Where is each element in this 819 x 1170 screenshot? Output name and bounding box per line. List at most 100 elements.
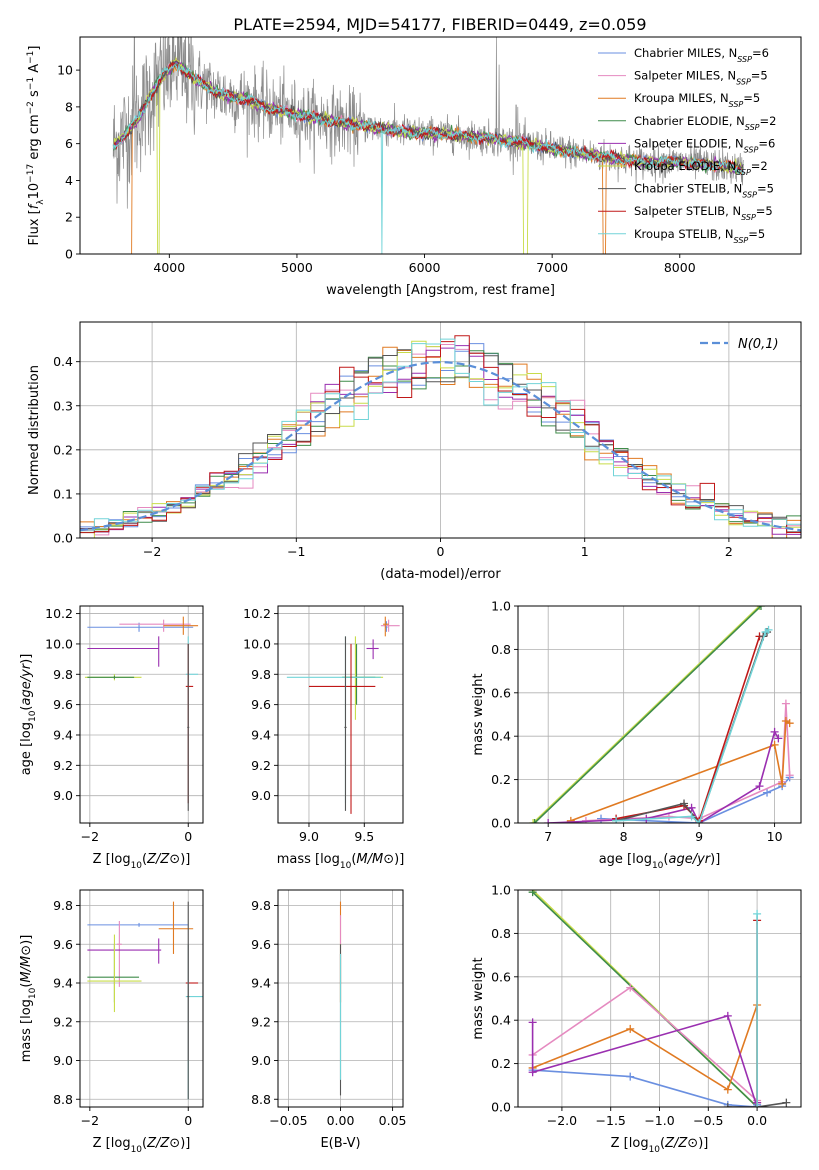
legend-text: =2 — [751, 159, 768, 173]
label-part: )] — [180, 852, 190, 867]
x-axis-label: Z [log10(Z/Z⊙)] — [611, 1136, 709, 1155]
weight-marker-kroupa_miles — [778, 779, 787, 788]
weight-line-kroupa_elodie — [532, 606, 761, 823]
legend-text: Chabrier MILES, N — [634, 46, 737, 60]
x-tick-label: 7000 — [536, 260, 568, 275]
x-tick-label: 1 — [581, 544, 589, 559]
axes-frame — [517, 889, 802, 1108]
label-part: E(B-V) — [320, 1136, 360, 1151]
weight-marker-salpeter_elodie — [687, 803, 696, 812]
y-tick-label: 9.8 — [251, 667, 271, 682]
weight-marker-kroupa_elodie — [529, 819, 538, 823]
label-part: 10 — [28, 710, 38, 722]
legend-text: =5 — [751, 69, 768, 83]
y-tick-label: 9.2 — [251, 1014, 271, 1029]
model-line-kroupa_stelib — [112, 63, 744, 254]
y-tick-label: 0.6 — [491, 685, 511, 700]
axes-frame — [79, 605, 204, 824]
legend-sub: SSP — [744, 145, 759, 154]
label-part: age [log — [599, 852, 652, 867]
x-tick-label: −2 — [81, 1113, 99, 1128]
legend-entry: Kroupa ELODIE, NSSP=2 — [634, 159, 768, 177]
legend-entry: Chabrier ELODIE, NSSP=2 — [634, 114, 776, 132]
weight-marker-kroupa_stelib — [753, 1103, 762, 1107]
weight-line-chabrier_stelib — [727, 1101, 787, 1107]
legend-text: Kroupa ELODIE, N — [634, 159, 736, 173]
label-part: Z/Z⊙ — [146, 852, 180, 867]
x-tick-label: 0 — [184, 1113, 192, 1128]
y-tick-label: 0.2 — [491, 1056, 511, 1071]
x-axis-label: E(B-V) — [320, 1136, 360, 1151]
label-part: 10 — [340, 861, 352, 871]
y-tick-label: 9.8 — [251, 898, 271, 913]
label-part: A — [27, 64, 42, 77]
weight-marker-chabrier_stelib — [723, 1103, 732, 1107]
legend-text: Salpeter ELODIE, N — [634, 136, 744, 150]
x-tick-label: 0 — [184, 829, 192, 844]
weight-marker-kroupa_miles — [566, 816, 575, 823]
weight-line-kroupa_stelib — [616, 629, 769, 823]
y-tick-label: 9.4 — [251, 727, 271, 742]
legend-text: Chabrier STELIB, N — [634, 182, 742, 196]
y-tick-label: 9.2 — [53, 1014, 73, 1029]
x-tick-label: 0.0 — [747, 1113, 767, 1128]
label-part: )] — [19, 935, 34, 945]
plot-area — [528, 890, 791, 1107]
legend-text: =5 — [757, 182, 774, 196]
x-tick-label: 8 — [620, 829, 628, 844]
label-part: Flux [ — [27, 209, 42, 245]
label-part: ( — [663, 852, 668, 867]
y-tick-label: 0.3 — [53, 398, 73, 413]
legend-text: Kroupa MILES, N — [634, 91, 729, 105]
label-part: 10 — [28, 987, 38, 999]
y-tick-label: 0.4 — [491, 1013, 511, 1028]
y-tick-label: 9.8 — [53, 898, 73, 913]
y-tick-label: 9.0 — [251, 1053, 271, 1068]
y-tick-label: 9.6 — [53, 697, 73, 712]
y-axis-label: Normed distribution — [27, 365, 42, 495]
label-part: ( — [19, 706, 34, 711]
y-tick-label: 9.0 — [53, 1053, 73, 1068]
y-axis-label: Flux [fλ10−17 erg cm−2 s−1 A−1] — [26, 46, 46, 246]
x-axis-label: age [log10(age/yr)] — [599, 852, 721, 871]
legend-sub: SSP — [736, 168, 751, 177]
weight-line-salpeter_stelib — [615, 635, 764, 823]
legend-text: =5 — [748, 227, 765, 241]
weight-marker-kroupa_miles — [723, 1085, 732, 1094]
weight-marker-salpeter_miles — [785, 771, 794, 780]
legend-text: Chabrier ELODIE, N — [634, 114, 745, 128]
y-tick-label: 9.6 — [251, 937, 271, 952]
x-tick-label: 2 — [725, 544, 733, 559]
label-part: )] — [180, 1136, 190, 1151]
label-part: )] — [394, 852, 404, 867]
y-tick-label: 6 — [65, 136, 73, 151]
label-part: )] — [710, 852, 720, 867]
x-axis-label: mass [log10(M/M⊙)] — [277, 852, 405, 871]
legend-sub: SSP — [734, 235, 749, 244]
x-tick-label: −2 — [81, 829, 99, 844]
weight-marker-chabrier_stelib — [680, 799, 689, 808]
axes-frame — [79, 889, 204, 1108]
plot-area — [87, 901, 203, 1100]
y-tick-label: 0.2 — [491, 772, 511, 787]
legend-sub: SSP — [745, 122, 760, 131]
label-part: ( — [142, 852, 147, 867]
normal-curve — [80, 360, 801, 532]
weight-marker-chabrier_elodie — [528, 890, 537, 897]
y-tick-label: 8 — [65, 99, 73, 114]
axes-frame — [277, 605, 404, 824]
label-part: λ — [36, 199, 46, 205]
legend-sub: SSP — [742, 190, 757, 199]
x-tick-label: 0.05 — [379, 1113, 407, 1128]
panel-age_vs_Z: −2 09.09.29.49.69.810.010.2Z [log10(Z/Z⊙)… — [19, 605, 204, 871]
hist-step-chabrier_elodie — [80, 350, 801, 533]
y-tick-label: 9.8 — [53, 667, 73, 682]
y-tick-label: 0.6 — [491, 969, 511, 984]
label-part: erg cm — [27, 114, 42, 163]
weight-marker-chabrier_elodie — [530, 819, 539, 823]
legend-text: Salpeter STELIB, N — [634, 204, 741, 218]
y-tick-label: 8.8 — [53, 1092, 73, 1107]
y-tick-label: 1.0 — [491, 599, 511, 614]
